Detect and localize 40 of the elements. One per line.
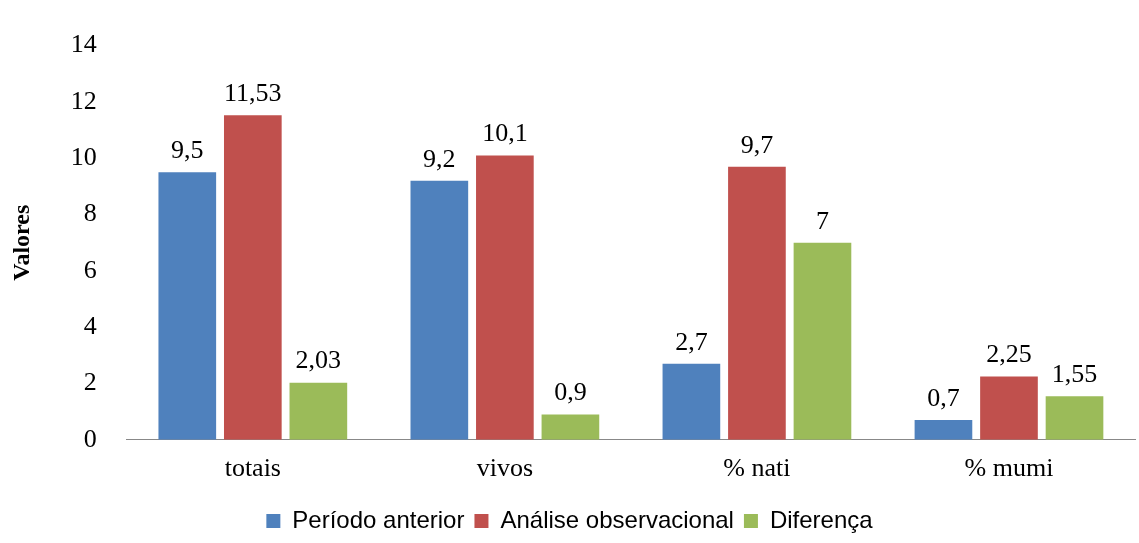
y-tick-label: 6	[83, 254, 97, 284]
bar	[158, 172, 217, 440]
y-axis-title: Valores	[7, 204, 34, 281]
x-tick-label: totais	[224, 453, 281, 483]
data-label: 11,53	[224, 77, 282, 107]
data-label: 0,7	[927, 382, 960, 412]
bar	[1045, 396, 1104, 440]
legend-label: Análise observacional	[500, 505, 734, 533]
bar	[289, 382, 348, 440]
bar	[793, 242, 852, 440]
x-tick-label: vivos	[476, 453, 534, 483]
data-label: 10,1	[482, 118, 528, 148]
y-tick-label: 12	[70, 85, 97, 115]
data-label: 9,2	[423, 143, 456, 173]
bar	[476, 155, 534, 440]
y-tick-label: 0	[83, 423, 97, 453]
bar	[914, 420, 973, 440]
bar	[662, 363, 721, 440]
bar	[728, 166, 786, 440]
x-tick-label: % nati	[723, 453, 791, 483]
data-label: 2,7	[675, 326, 708, 356]
y-tick-label: 8	[83, 198, 97, 228]
y-tick-label: 14	[70, 29, 97, 59]
legend-label: Período anterior	[292, 505, 465, 533]
data-label: 2,25	[986, 339, 1032, 369]
bar	[541, 414, 600, 440]
bar	[980, 376, 1038, 440]
bar	[223, 115, 282, 440]
data-label: 0,9	[554, 377, 587, 407]
data-label: 1,55	[1051, 358, 1098, 388]
y-tick-label: 10	[70, 142, 97, 172]
data-label: 9,7	[740, 129, 774, 159]
y-tick-label: 2	[83, 367, 97, 397]
bar	[410, 180, 469, 440]
data-label: 7	[815, 205, 829, 235]
data-label: 9,5	[171, 135, 204, 165]
data-label: 2,03	[295, 345, 342, 375]
legend-label: Diferença	[769, 505, 874, 533]
y-tick-label: 4	[83, 311, 97, 340]
x-tick-label: % mumi	[964, 453, 1054, 483]
